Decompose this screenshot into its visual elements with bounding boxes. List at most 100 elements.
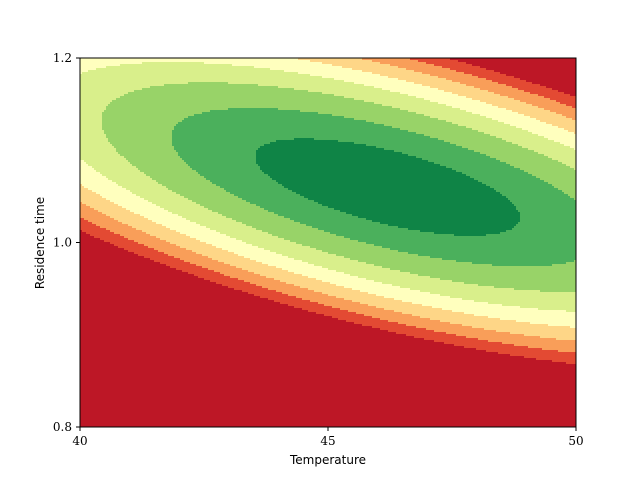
contour-cell bbox=[252, 92, 254, 94]
contour-cell bbox=[496, 84, 498, 86]
contour-cell bbox=[192, 72, 194, 74]
contour-cell bbox=[264, 64, 266, 66]
contour-cell bbox=[194, 62, 196, 64]
contour-cell bbox=[376, 70, 378, 72]
contour-cell bbox=[140, 88, 142, 90]
contour-cell bbox=[200, 60, 202, 62]
contour-cell bbox=[390, 68, 392, 70]
contour-cell bbox=[320, 90, 322, 92]
contour-cell bbox=[388, 78, 390, 80]
contour-cell bbox=[348, 60, 350, 62]
contour-cell bbox=[554, 84, 556, 86]
contour-cell bbox=[240, 64, 242, 66]
contour-cell bbox=[420, 62, 422, 64]
contour-cell bbox=[308, 76, 310, 78]
contour-cell bbox=[342, 68, 344, 70]
contour-cell bbox=[226, 82, 228, 84]
contour-cell bbox=[218, 70, 220, 72]
contour-cell bbox=[406, 62, 408, 64]
contour-cell bbox=[526, 88, 528, 90]
contour-cell bbox=[138, 84, 140, 86]
contour-cell bbox=[534, 80, 536, 82]
contour-cell bbox=[114, 88, 116, 90]
contour-cell bbox=[156, 70, 158, 72]
contour-cell bbox=[304, 90, 306, 92]
contour-cell bbox=[104, 78, 106, 80]
contour-cell bbox=[298, 62, 300, 64]
contour-cell bbox=[570, 82, 572, 84]
contour-cell bbox=[238, 72, 240, 74]
contour-cell bbox=[326, 68, 328, 70]
contour-cell bbox=[220, 64, 222, 66]
contour-cell bbox=[120, 72, 122, 74]
contour-cell bbox=[240, 80, 242, 82]
contour-cell bbox=[132, 88, 134, 90]
contour-cell bbox=[490, 86, 492, 88]
contour-cell bbox=[346, 62, 348, 64]
contour-cell bbox=[548, 70, 550, 72]
contour-cell bbox=[262, 80, 264, 82]
contour-cell bbox=[554, 74, 556, 76]
contour-cell bbox=[436, 88, 438, 90]
contour-cell bbox=[144, 90, 146, 92]
contour-cell bbox=[228, 68, 230, 70]
contour-cell bbox=[306, 70, 308, 72]
contour-cell bbox=[82, 80, 84, 82]
contour-cell bbox=[344, 84, 346, 86]
contour-cell bbox=[174, 88, 176, 90]
contour-cell bbox=[414, 64, 416, 66]
contour-cell bbox=[338, 88, 340, 90]
contour-cell bbox=[566, 66, 568, 68]
contour-cell bbox=[218, 88, 220, 90]
contour-cell bbox=[406, 78, 408, 80]
contour-cell bbox=[382, 88, 384, 90]
contour-cell bbox=[306, 64, 308, 66]
contour-cell bbox=[296, 70, 298, 72]
contour-cell bbox=[348, 90, 350, 92]
contour-cell bbox=[170, 68, 172, 70]
contour-cell bbox=[200, 66, 202, 68]
contour-cell bbox=[110, 88, 112, 90]
contour-cell bbox=[376, 78, 378, 80]
contour-cell bbox=[404, 88, 406, 90]
contour-cell bbox=[528, 62, 530, 64]
contour-cell bbox=[238, 64, 240, 66]
contour-cell bbox=[152, 68, 154, 70]
contour-cell bbox=[320, 70, 322, 72]
contour-cell bbox=[402, 80, 404, 82]
contour-cell bbox=[490, 74, 492, 76]
contour-cell bbox=[276, 60, 278, 62]
contour-cell bbox=[498, 68, 500, 70]
contour-cell bbox=[272, 88, 274, 90]
contour-cell bbox=[426, 90, 428, 92]
contour-cell bbox=[218, 78, 220, 80]
contour-cell bbox=[326, 88, 328, 90]
contour-cell bbox=[150, 78, 152, 80]
contour-cell bbox=[334, 80, 336, 82]
contour-cell bbox=[100, 84, 102, 86]
contour-cell bbox=[396, 70, 398, 72]
contour-cell bbox=[356, 76, 358, 78]
contour-cell bbox=[550, 78, 552, 80]
contour-cell bbox=[322, 70, 324, 72]
contour-cell bbox=[182, 72, 184, 74]
contour-cell bbox=[204, 78, 206, 80]
contour-cell bbox=[284, 80, 286, 82]
contour-cell bbox=[190, 68, 192, 70]
contour-cell bbox=[206, 66, 208, 68]
contour-cell bbox=[292, 78, 294, 80]
contour-cell bbox=[96, 74, 98, 76]
contour-cell bbox=[96, 64, 98, 66]
contour-cell bbox=[478, 66, 480, 68]
contour-cell bbox=[382, 68, 384, 70]
contour-cell bbox=[568, 70, 570, 72]
contour-cell bbox=[328, 80, 330, 82]
contour-cell bbox=[464, 90, 466, 92]
contour-cell bbox=[356, 72, 358, 74]
contour-cell bbox=[286, 72, 288, 74]
contour-cell bbox=[212, 80, 214, 82]
contour-cell bbox=[522, 80, 524, 82]
contour-cell bbox=[508, 88, 510, 90]
contour-cell bbox=[460, 84, 462, 86]
contour-cell bbox=[382, 86, 384, 88]
